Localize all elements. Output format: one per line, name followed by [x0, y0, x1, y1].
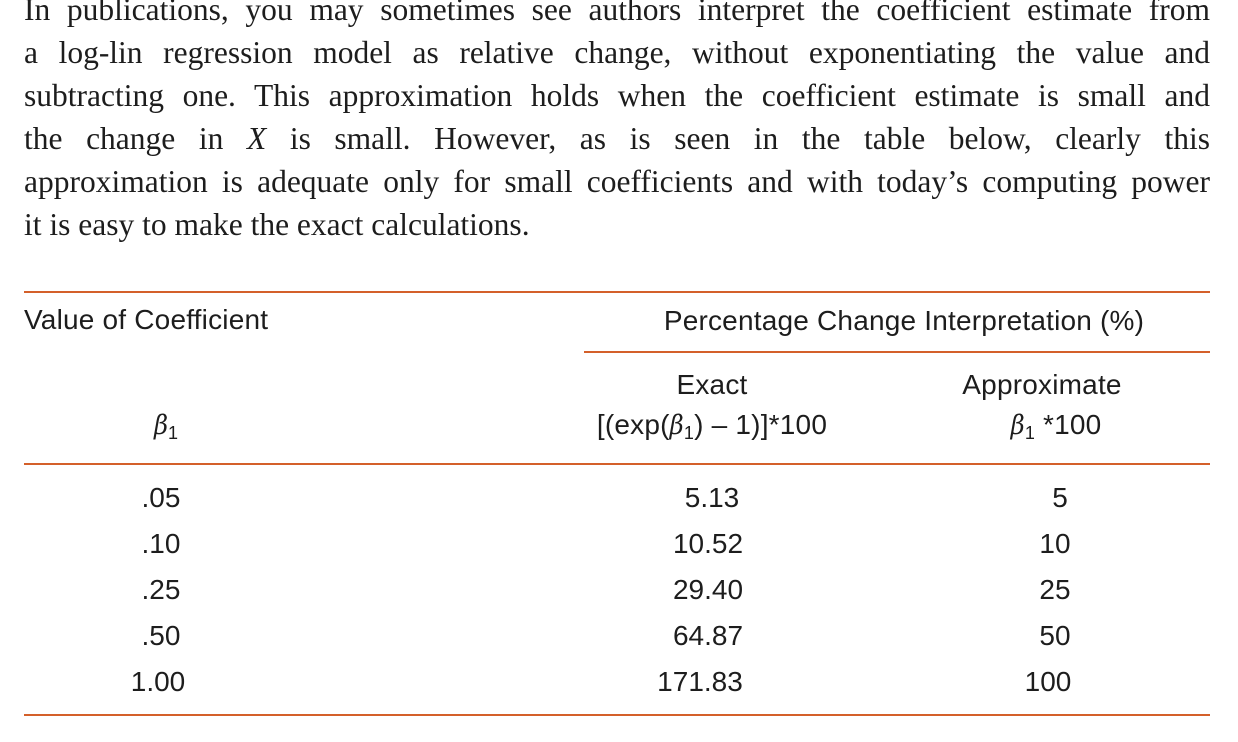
- beta-subscript: 1: [683, 423, 695, 443]
- table-cell-coef: .05: [141, 482, 181, 513]
- paragraph-line: approximation is adequate only for small…: [24, 164, 1210, 199]
- paragraph-line: a log-lin regression model as relative c…: [24, 35, 1210, 70]
- paragraph-line: subtracting one. This approximation hold…: [24, 78, 1210, 113]
- table-bottom-rule: [24, 714, 1210, 716]
- exact-formula-suffix: ) – 1)]*100: [694, 409, 828, 440]
- header-bottom-rule: [24, 463, 1210, 465]
- table-cell-coef: .50: [141, 620, 181, 651]
- paragraph-line: In publications, you may sometimes see a…: [24, 0, 1210, 27]
- beta-subscript: 1: [168, 423, 179, 443]
- beta-symbol: β: [153, 410, 169, 441]
- table-cell-exact: 5.13: [684, 482, 740, 513]
- intro-paragraph: In publications, you may sometimes see a…: [24, 0, 1210, 246]
- table-cell-approx: 50: [1039, 620, 1071, 651]
- table-cell-approx: 10: [1039, 528, 1071, 559]
- exact-formula-prefix: [(exp(: [596, 409, 670, 440]
- beta-subscript: 1: [1024, 423, 1036, 443]
- approx-formula: β1 *100: [1011, 409, 1102, 444]
- exact-formula: [(exp(β1) – 1)]*100: [597, 409, 827, 444]
- table-cell-exact: 10.52: [672, 528, 744, 559]
- col-header-exact: Exact: [676, 369, 748, 400]
- table-cell-exact: 29.40: [672, 574, 744, 605]
- table-cell-approx: 5: [1052, 482, 1068, 513]
- col-header-group: Percentage Change Interpretation (%): [663, 305, 1145, 336]
- paragraph-line-with-x: the change in X is small. However, as is…: [24, 121, 1210, 156]
- table-cell-coef: .10: [141, 528, 181, 559]
- paragraph-line: it is easy to make the exact calculation…: [24, 207, 530, 242]
- approx-formula-suffix: *100: [1035, 409, 1102, 440]
- table-cell-coef: .25: [141, 574, 181, 605]
- table-cell-exact: 64.87: [672, 620, 744, 651]
- beta-symbol-header: β1: [154, 410, 178, 444]
- col-header-approximate: Approximate: [962, 369, 1122, 400]
- col-header-coefficient: Value of Coefficient: [24, 304, 269, 335]
- table-cell-exact: 171.83: [657, 666, 743, 697]
- variable-x: X: [246, 121, 267, 156]
- beta-symbol: β: [669, 410, 684, 441]
- table-cell-approx: 25: [1039, 574, 1071, 605]
- group-header-rule: [584, 351, 1210, 353]
- beta-symbol: β: [1010, 410, 1025, 441]
- table-top-rule: [24, 291, 1210, 293]
- table-cell-coef: 1.00: [130, 666, 186, 697]
- table-cell-approx: 100: [1024, 666, 1072, 697]
